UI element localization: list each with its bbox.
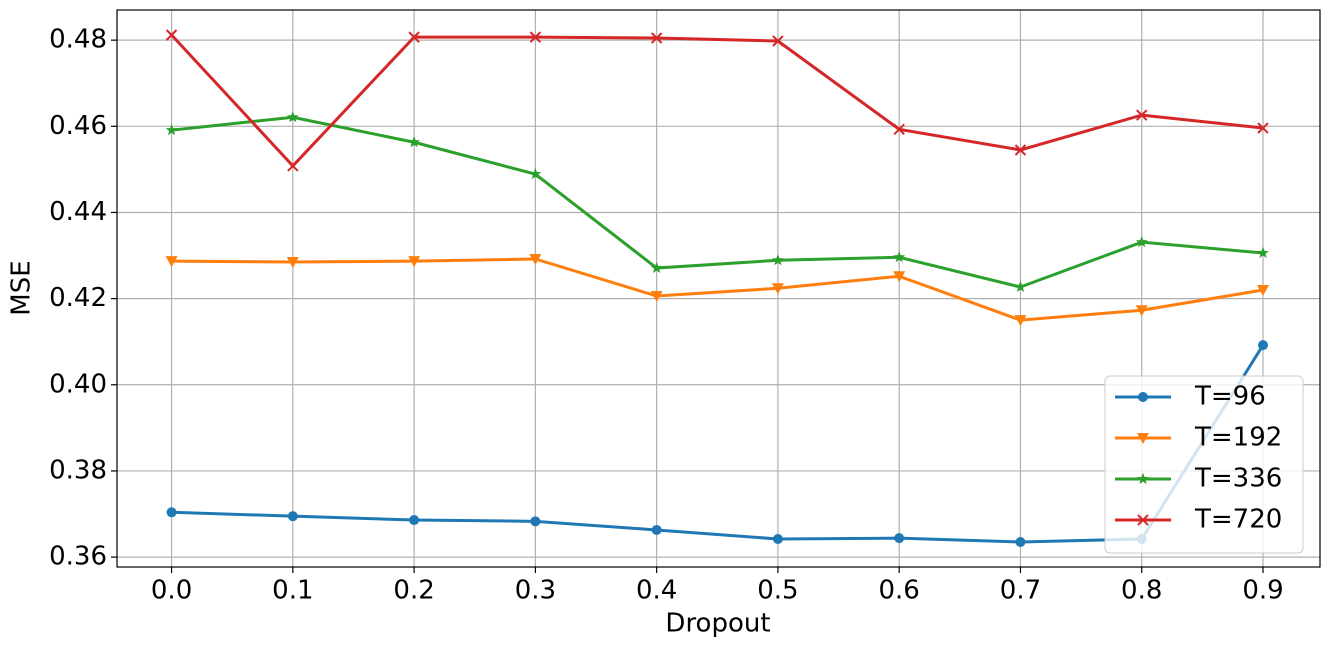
legend-label: T=336	[1194, 464, 1282, 494]
marker	[1257, 246, 1269, 258]
marker	[529, 167, 542, 180]
marker	[1014, 280, 1027, 293]
x-tick-label: 0.7	[1000, 576, 1041, 606]
marker	[772, 254, 784, 266]
marker	[529, 253, 542, 265]
marker	[893, 271, 906, 283]
x-tick-label: 0.0	[151, 576, 192, 606]
marker	[650, 291, 663, 303]
series-line	[171, 257, 1264, 322]
marker	[894, 533, 905, 544]
marker	[408, 31, 420, 43]
legend: T=96 T=192 T=336 T=720	[1104, 375, 1304, 554]
marker	[771, 283, 784, 295]
marker	[1135, 305, 1148, 317]
marker	[893, 251, 906, 263]
marker	[1138, 392, 1148, 402]
series-line	[171, 115, 1264, 289]
plot-frame	[116, 9, 1321, 568]
y-tick-label: 0.48	[49, 25, 107, 55]
marker	[287, 511, 298, 522]
marker	[166, 507, 177, 518]
y-tick-label: 0.38	[49, 455, 107, 485]
series-line	[170, 33, 1264, 169]
x-axis-label: Dropout	[665, 609, 770, 639]
x-tick-label: 0.8	[1121, 576, 1162, 606]
marker	[1257, 122, 1269, 134]
marker	[772, 35, 784, 47]
marker	[1258, 340, 1269, 351]
marker	[1137, 472, 1149, 485]
x-tick-label: 0.5	[757, 576, 798, 606]
legend-label: T=96	[1194, 382, 1266, 412]
marker	[408, 256, 421, 268]
y-tick-label: 0.46	[49, 111, 107, 141]
x-tick-label: 0.4	[636, 576, 677, 606]
marker	[651, 524, 662, 535]
marker	[1014, 315, 1027, 327]
marker	[1137, 514, 1149, 526]
x-tick-label: 0.6	[879, 576, 920, 606]
marker	[1137, 433, 1149, 444]
marker	[650, 32, 663, 44]
marker	[287, 160, 299, 172]
marker	[409, 515, 420, 526]
marker	[1014, 144, 1027, 156]
marker	[893, 123, 905, 136]
y-axis-label: MSE	[7, 260, 37, 315]
legend-box	[1104, 375, 1304, 554]
marker	[165, 256, 178, 268]
marker	[286, 111, 299, 123]
marker	[529, 31, 542, 43]
marker	[165, 123, 178, 136]
x-tick-label: 0.9	[1242, 576, 1283, 606]
legend-label: T=192	[1194, 423, 1282, 453]
marker	[408, 136, 421, 148]
marker	[286, 257, 299, 269]
legend-label: T=720	[1194, 505, 1282, 535]
y-tick-label: 0.42	[49, 283, 107, 313]
y-tick-label: 0.36	[49, 542, 107, 572]
y-tick-label: 0.40	[49, 369, 107, 399]
y-tick-label: 0.44	[49, 197, 107, 227]
marker	[1257, 285, 1270, 297]
x-tick-label: 0.2	[393, 576, 434, 606]
series-line	[171, 344, 1265, 544]
marker	[165, 29, 178, 41]
marker	[650, 261, 663, 274]
marker	[1136, 109, 1148, 121]
marker	[772, 533, 783, 544]
x-tick-label: 0.3	[515, 576, 556, 606]
x-tick-label: 0.1	[272, 576, 313, 606]
marker	[1015, 537, 1026, 548]
marker	[1135, 235, 1148, 248]
marker	[530, 516, 541, 527]
